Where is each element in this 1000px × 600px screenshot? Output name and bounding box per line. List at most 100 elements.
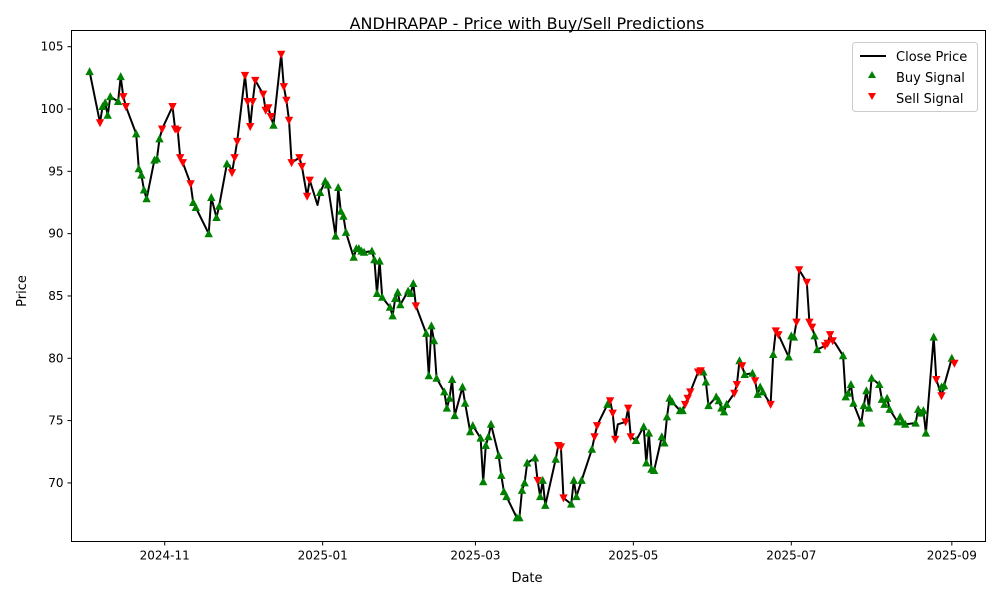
sell-signal-marker [121, 103, 131, 111]
buy-signal-marker [867, 373, 876, 382]
sell-signal-marker [233, 137, 242, 146]
y-tick-label: 80 [48, 351, 63, 365]
sell-signal-marker [240, 71, 250, 80]
buy-signal-marker [432, 373, 441, 382]
buy-signal-marker [429, 336, 439, 345]
y-tick-label: 70 [48, 476, 63, 490]
buy-signal-marker [849, 398, 858, 407]
buy-signal-marker [406, 289, 415, 297]
sell-signal-marker [737, 362, 747, 371]
sell-signal-marker [176, 154, 185, 163]
y-axis-label: Price [15, 275, 30, 307]
sell-signal-marker [937, 392, 946, 401]
sell-signal-marker [696, 367, 705, 376]
sell-signal-marker [932, 376, 941, 384]
buy-signal-marker [660, 438, 669, 447]
buy-signal-marker [740, 370, 749, 378]
sell-signal-marker [227, 169, 237, 178]
buy-signal-marker [458, 382, 467, 391]
sell-signal-marker [608, 409, 617, 418]
sell-signal-marker [302, 192, 312, 201]
legend-box [852, 42, 978, 112]
x-tick-label: 2025-09 [927, 549, 977, 563]
sell-signal-marker [559, 494, 568, 503]
sell-signal-marker [825, 331, 835, 340]
axes-frame [71, 30, 986, 542]
buy-signal-marker [334, 183, 343, 191]
buy-signal-marker [139, 185, 149, 194]
buy-signal-marker [214, 201, 224, 210]
sell-signal-marker [258, 90, 268, 99]
buy-signal-marker [668, 397, 677, 406]
buy-signal-marker [523, 458, 532, 467]
sell-signal-marker [823, 339, 832, 348]
buy-signal-marker [484, 432, 493, 441]
plot-area [85, 50, 959, 522]
buy-signal-marker [769, 350, 778, 358]
buy-signal-marker [921, 428, 931, 437]
buy-signal-marker [85, 67, 94, 76]
buy-signal-marker [784, 352, 793, 361]
buy-signal-marker [222, 159, 232, 168]
buy-signal-marker [349, 252, 358, 261]
sell-signal-marker [186, 180, 195, 189]
buy-signal-marker [639, 422, 648, 431]
buy-signal-marker [862, 386, 871, 395]
buy-signal-marker [657, 432, 666, 441]
sell-signal-marker [533, 476, 542, 485]
buy-signal-marker [880, 399, 889, 408]
buy-signal-marker [838, 351, 848, 360]
buy-signal-marker [424, 371, 433, 380]
sell-signal-marker [95, 119, 105, 128]
sell-signal-marker [251, 76, 260, 85]
buy-signal-marker [388, 311, 397, 320]
buy-signal-marker [678, 406, 687, 415]
sell-signal-marker [686, 388, 695, 397]
buy-signal-marker [468, 421, 477, 430]
buy-signal-marker [515, 513, 524, 522]
buy-signal-marker [101, 98, 110, 107]
sell-signal-marker [802, 278, 811, 287]
buy-signal-marker [642, 458, 651, 467]
buy-signal-marker [331, 231, 340, 240]
sell-signal-marker [246, 123, 255, 131]
buy-signal-marker [517, 485, 527, 494]
buy-signal-marker [502, 492, 511, 501]
sell-signal-marker [605, 397, 615, 406]
buy-signal-marker [442, 403, 452, 412]
buy-signal-marker [427, 321, 436, 330]
buy-signal-marker [106, 92, 115, 101]
sell-signal-marker [624, 404, 633, 413]
x-tick-label: 2025-03 [450, 549, 500, 563]
buy-signal-marker [846, 380, 856, 388]
buy-signal-marker [378, 292, 387, 301]
y-tick-label: 75 [48, 414, 63, 428]
sell-signal-marker [750, 377, 760, 386]
sell-signal-marker [805, 318, 814, 327]
buy-signal-marker [714, 396, 723, 405]
x-tick-label: 2024-11 [140, 549, 190, 563]
x-axis-label: Date [511, 571, 542, 586]
buy-signal-marker [113, 97, 123, 105]
sell-signal-marker [766, 400, 775, 409]
buy-signal-marker [567, 499, 576, 508]
y-axis: 70 75 80 85 90 95 100 105 [41, 40, 72, 490]
sell-signal-marker [277, 50, 286, 59]
buy-signal-marker [409, 279, 418, 287]
sell-signal-marker [732, 381, 742, 389]
sell-signal-marker [305, 176, 314, 185]
buy-signal-marker [422, 328, 431, 337]
buy-signal-marker [911, 418, 920, 427]
buy-signal-marker [789, 332, 799, 341]
buy-signal-marker [450, 411, 459, 420]
buy-signal-marker [486, 419, 496, 428]
buy-signal-marker [494, 451, 503, 459]
buy-signal-marker [603, 399, 612, 408]
buy-signal-marker [577, 475, 586, 484]
buy-signal-marker [587, 444, 597, 453]
buy-signal-marker [536, 492, 545, 501]
buy-signal-marker [753, 389, 762, 398]
sell-signal-marker [611, 435, 620, 444]
